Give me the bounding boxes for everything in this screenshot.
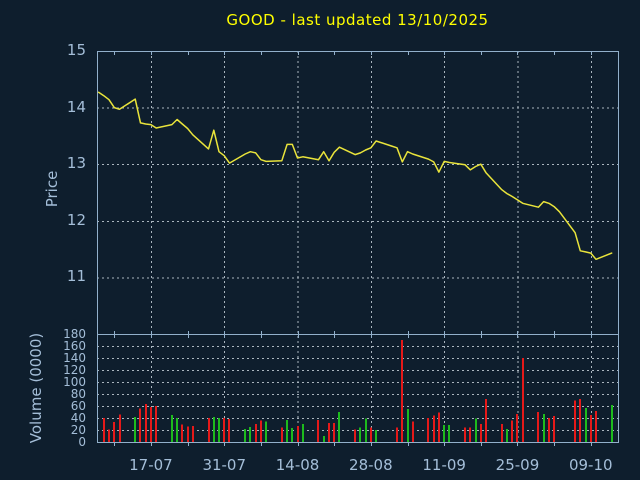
volume-bar xyxy=(433,415,435,442)
volume-bar xyxy=(338,412,340,442)
volume-bar xyxy=(506,428,508,442)
volume-bar xyxy=(359,427,361,442)
volume-bar xyxy=(370,427,372,442)
volume-tick-label: 80 xyxy=(70,387,86,401)
volume-bar xyxy=(223,418,225,442)
x-tick-label: 14-08 xyxy=(275,456,320,474)
x-tick-label: 09-10 xyxy=(568,456,613,474)
volume-bar xyxy=(213,416,215,442)
volume-bar xyxy=(134,416,136,442)
volume-bar xyxy=(192,425,194,442)
volume-bar xyxy=(244,428,246,442)
price-tick-label: 15 xyxy=(66,41,86,59)
volume-bar xyxy=(574,400,576,442)
x-tick-label: 25-09 xyxy=(495,456,540,474)
volume-bar xyxy=(317,419,319,442)
volume-bar xyxy=(291,428,293,442)
volume-bar xyxy=(108,429,110,442)
volume-bar xyxy=(537,412,539,442)
volume-tick-label: 140 xyxy=(63,351,86,365)
volume-bar xyxy=(501,424,503,442)
volume-bar xyxy=(265,421,267,442)
volume-bar xyxy=(485,398,487,442)
volume-bar xyxy=(401,340,403,442)
volume-bar xyxy=(302,424,304,442)
volume-bar xyxy=(255,424,257,442)
volume-bar xyxy=(407,409,409,442)
volume-bar xyxy=(181,424,183,442)
volume-panel-frame xyxy=(97,334,619,443)
volume-bar xyxy=(208,418,210,442)
volume-bar xyxy=(286,419,288,442)
volume-bar xyxy=(543,413,545,442)
volume-tick-label: 60 xyxy=(70,399,86,413)
volume-bar xyxy=(155,406,157,442)
volume-bar xyxy=(354,429,356,442)
volume-bar xyxy=(427,418,429,442)
volume-tick-label: 180 xyxy=(63,327,86,341)
x-tick-label: 11-09 xyxy=(422,456,466,474)
volume-bar xyxy=(579,398,581,442)
volume-bar xyxy=(228,419,230,442)
volume-bar xyxy=(113,422,115,442)
volume-bar xyxy=(553,416,555,442)
volume-bar xyxy=(443,425,445,442)
volume-bar xyxy=(548,418,550,442)
chart-title: GOOD - last updated 13/10/2025 xyxy=(226,11,489,29)
volume-bar xyxy=(595,410,597,442)
volume-bar xyxy=(171,415,173,442)
price-line xyxy=(97,91,613,261)
volume-bar xyxy=(365,418,367,442)
volume-bar xyxy=(328,422,330,442)
volume-bar xyxy=(480,424,482,442)
x-tick-label: 31-07 xyxy=(202,456,247,474)
price-tick-label: 12 xyxy=(66,210,86,229)
volume-bar xyxy=(260,420,262,442)
volume-bar xyxy=(475,418,477,442)
volume-bar xyxy=(297,425,299,442)
volume-tick-label: 100 xyxy=(63,375,86,389)
volume-bar xyxy=(611,404,613,442)
volume-tick-label: 0 xyxy=(78,435,86,449)
volume-bar xyxy=(139,408,141,442)
volume-bar xyxy=(281,427,283,442)
volume-tick-label: 120 xyxy=(63,363,86,377)
volume-bar xyxy=(516,413,518,442)
volume-bar xyxy=(187,426,189,442)
x-tick-label: 17-07 xyxy=(129,456,173,474)
volume-bar xyxy=(176,418,178,442)
price-tick-label: 11 xyxy=(66,267,86,286)
volume-bar xyxy=(323,436,325,442)
volume-bar xyxy=(333,422,335,442)
volume-bar xyxy=(249,427,251,442)
volume-bar xyxy=(585,407,587,442)
volume-bar xyxy=(396,427,398,442)
volume-bar xyxy=(522,358,524,442)
volume-bar xyxy=(119,414,121,442)
volume-tick-label: 160 xyxy=(63,339,86,353)
volume-bar xyxy=(464,427,466,442)
volume-bar xyxy=(511,420,513,442)
price-tick-label: 14 xyxy=(66,97,86,116)
volume-tick-label: 20 xyxy=(70,423,86,437)
volume-tick-label: 40 xyxy=(70,411,86,425)
volume-bar xyxy=(103,418,105,442)
x-tick-label: 28-08 xyxy=(349,456,393,474)
volume-bar xyxy=(438,412,440,442)
volume-bar xyxy=(375,430,377,442)
volume-bar xyxy=(150,407,152,442)
volume-bar xyxy=(218,418,220,442)
price-panel-frame xyxy=(97,51,619,335)
price-tick-label: 13 xyxy=(66,154,86,173)
volume-bar xyxy=(145,404,147,442)
volume-bar xyxy=(448,425,450,442)
price-axis-title: Price xyxy=(43,170,61,208)
volume-bar xyxy=(590,415,592,442)
volume-bar xyxy=(412,421,414,442)
volume-bar xyxy=(469,427,471,442)
